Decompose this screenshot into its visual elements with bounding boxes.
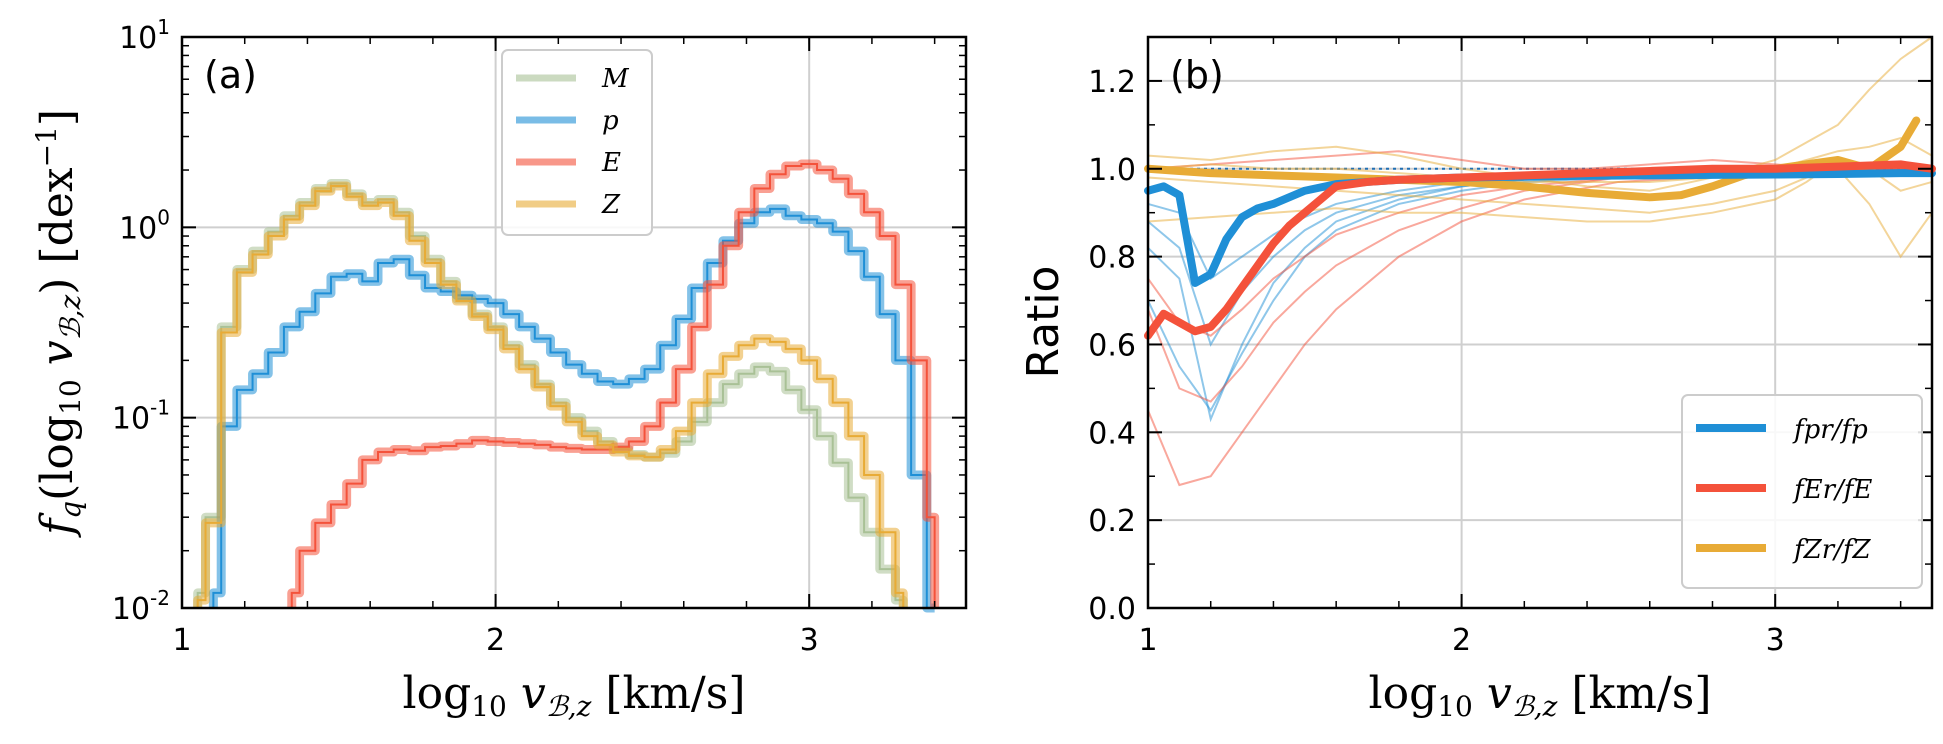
panel-b-series [1144, 116, 1936, 340]
panel-b-label: (b) [1170, 53, 1224, 97]
panel-a-legend-label-p: p [602, 106, 619, 136]
panel-b-ytick-label: 0.2 [1088, 504, 1136, 539]
panel-b-ticks: 1 2 3 0.0 0.2 0.4 0.6 0.8 1.0 1.2 [1088, 36, 1932, 658]
panel-a-ytick-label: 100 [119, 205, 170, 246]
panel-b-ylabel: Ratio [1018, 266, 1069, 379]
panel-b-ytick-label: 0.4 [1088, 416, 1136, 451]
panel-b-legend: fpr/fp fEr/fE fZr/fZ [1681, 394, 1923, 589]
panel-a-series-Z-line [196, 184, 905, 608]
panel-b-faint-line [1147, 36, 1933, 192]
panel-b-ytick-label: 0.0 [1088, 592, 1136, 627]
panel-b-series-fE^r/fE [1144, 160, 1936, 340]
panel-b-xtick-label: 1 [1138, 623, 1157, 658]
panel-b-legend-label: fEr/fE [1792, 475, 1872, 505]
panel-b-xtick-label: 3 [1766, 623, 1785, 658]
panel-a-label: (a) [204, 53, 257, 97]
panel-b-faint-line [1147, 136, 1933, 183]
panel-b-ytick-label: 0.8 [1088, 241, 1136, 276]
panel-a-ylabel: fq(log10 vℬ,z) [dex−1] [30, 109, 87, 538]
panel-b-legend-box [1681, 394, 1923, 589]
panel-b-ytick-label: 0.6 [1088, 328, 1136, 363]
panel-a-frame [180, 35, 968, 610]
panel-a-xtick-label: 1 [172, 623, 191, 658]
panel-b-legend-label: fZr/fZ [1792, 535, 1872, 565]
panel-b-faint-line [1147, 150, 1932, 170]
panel-a-ytick-label: 10-1 [112, 396, 170, 437]
panel-b-frame [1146, 35, 1934, 610]
panel-a-xlabel: log10 vℬ,z [km/s] [403, 668, 746, 723]
panel-a-series-p-line [212, 207, 935, 609]
panel-b-ytick-label: 1.2 [1088, 65, 1136, 100]
panel-a-series-p-band [208, 204, 935, 613]
panel-a-ytick-label: 10-2 [112, 586, 170, 627]
panel-b-series-fZ^r/fZ [1144, 116, 1921, 202]
panel-a-xtick-label: 3 [800, 623, 819, 658]
panel-b: 1 2 3 0.0 0.2 0.4 0.6 0.8 1.0 1.2 (b) fpr/fp fEr/f… [1018, 35, 1936, 723]
panel-a-ticks: 1 2 3 10-2 10-1 100 101 [112, 15, 966, 658]
panel-b-xlabel: log10 vℬ,z [km/s] [1369, 668, 1712, 723]
panel-a-xtick-label: 2 [486, 623, 505, 658]
panel-a-series [193, 159, 940, 613]
panel-b-xtick-label: 2 [1452, 623, 1471, 658]
panel-a-legend-label-E: E [601, 148, 621, 178]
panel-a-ytick-label: 101 [119, 15, 170, 56]
panel-b-legend-label: fpr/fp [1792, 415, 1868, 445]
panel-a-legend-box [501, 49, 653, 236]
panel-a-legend-label-Z: Z [601, 190, 621, 220]
panel-b-ytick-label: 1.0 [1088, 153, 1136, 188]
panel-a-legend-label-M: M [601, 64, 630, 94]
